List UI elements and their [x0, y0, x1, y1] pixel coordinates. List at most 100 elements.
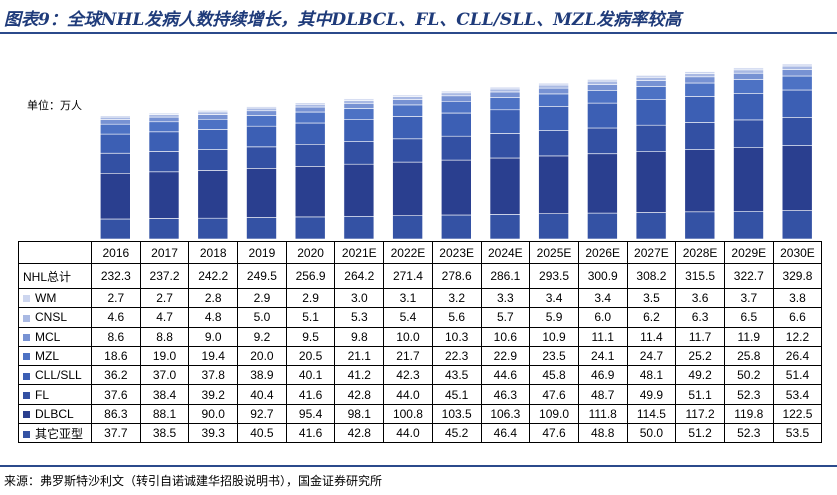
bar-segment-MCL-2027E — [635, 80, 667, 87]
legend-swatch — [23, 431, 30, 439]
data-label: 38.9 — [237, 365, 287, 386]
bar-segment-FL-2022E — [392, 138, 423, 163]
bar-segment-WM-2022E — [392, 94, 423, 97]
tick-label: 2027E — [626, 241, 677, 264]
bar-segment-WM-2019 — [246, 106, 277, 109]
bar-segment-MZL-2019 — [246, 115, 277, 127]
data-label: 11.4 — [626, 326, 677, 347]
data-label: 37.8 — [188, 365, 239, 386]
data-label: 11.1 — [577, 326, 628, 347]
data-label: 6.0 — [577, 307, 628, 328]
bar-segment-其它亚型-2020 — [294, 216, 326, 240]
data-label: 38.4 — [139, 384, 190, 405]
bar-segment-其它亚型-2027E — [635, 212, 667, 240]
data-label: 48.7 — [577, 384, 628, 405]
bar-segment-DLBCL-2024E — [489, 157, 521, 215]
data-label: 6.2 — [626, 307, 677, 328]
data-label: 90.0 — [188, 403, 239, 425]
data-label: 18.6 — [91, 345, 141, 367]
data-label: 51.1 — [675, 384, 725, 405]
bar-segment-WM-2016 — [100, 115, 131, 118]
bar-segment-DLBCL-2019 — [246, 168, 277, 218]
bar-segment-DLBCL-2016 — [100, 172, 131, 220]
bar-segment-FL-2018 — [197, 149, 229, 171]
data-label: 9.5 — [285, 326, 336, 347]
data-label: 37.6 — [91, 384, 141, 405]
bar-segment-CLL/SLL-2025E — [538, 106, 569, 131]
bar-segment-其它亚型-2022E — [392, 215, 423, 240]
bar-segment-MCL-2016 — [100, 119, 131, 125]
data-label: 10.3 — [431, 326, 482, 347]
data-label: 109.0 — [529, 403, 579, 425]
bar-segment-FL-2028E — [684, 122, 716, 150]
bar-segment-MCL-2017 — [148, 116, 180, 123]
bar-segment-DLBCL-2021E — [343, 163, 375, 217]
data-label: 111.8 — [577, 403, 628, 425]
bar-segment-其它亚型-2021E — [343, 216, 375, 240]
data-label: 6.3 — [675, 307, 725, 328]
row-label-text: MZL — [35, 349, 59, 364]
bar-segment-MZL-2018 — [197, 118, 229, 130]
bar-segment-WM-2029E — [733, 67, 764, 71]
tick-label: 2020 — [285, 241, 336, 264]
data-label: 50.0 — [626, 423, 677, 444]
series-row-其它亚型: 其它亚型 37.7 38.5 39.3 40.5 41.6 42.8 44.0 45.2 46.4… — [18, 423, 823, 444]
bar-segment-CNSL-2016 — [100, 116, 131, 120]
bar-segment-其它亚型-2017 — [148, 218, 180, 240]
data-label: 53.5 — [772, 423, 823, 444]
row-label: MZL — [18, 345, 92, 367]
total-value: 329.8 — [772, 263, 823, 289]
bar-segment-MZL-2026E — [587, 90, 618, 104]
bar-segment-FL-2020 — [294, 143, 326, 167]
data-label: 11.7 — [675, 326, 725, 347]
bar-segment-CLL/SLL-2026E — [587, 102, 618, 129]
data-label: 51.4 — [772, 365, 823, 386]
data-label: 44.6 — [480, 365, 531, 386]
bar-stack-2023E — [440, 90, 472, 240]
bar-segment-MCL-2022E — [392, 99, 423, 106]
data-label: 44.0 — [383, 423, 433, 444]
bar-segment-DLBCL-2023E — [440, 159, 472, 216]
data-label: 3.8 — [772, 287, 823, 309]
data-label: 5.4 — [383, 307, 433, 328]
legend-swatch — [23, 372, 30, 380]
bar-stack-2017 — [148, 112, 180, 240]
bar-segment-CNSL-2023E — [440, 92, 472, 97]
data-label: 39.2 — [188, 384, 239, 405]
bar-segment-MCL-2029E — [733, 73, 764, 80]
bar-stack-2026E — [587, 79, 618, 240]
data-label: 46.9 — [577, 365, 628, 386]
data-label: 3.6 — [675, 287, 725, 309]
bar-segment-WM-2028E — [684, 71, 716, 74]
bar-segment-CNSL-2027E — [635, 77, 667, 81]
bar-segment-CNSL-2026E — [587, 80, 618, 85]
legend-swatch — [23, 411, 30, 419]
data-label: 117.2 — [675, 403, 725, 425]
tick-label: 2018 — [188, 241, 239, 264]
bar-segment-CNSL-2029E — [733, 69, 764, 74]
bar-segment-其它亚型-2026E — [587, 212, 618, 240]
bar-segment-DLBCL-2018 — [197, 170, 229, 219]
bar-segment-CNSL-2019 — [246, 107, 277, 112]
bar-segment-FL-2017 — [148, 151, 180, 173]
bar-stack-2018 — [197, 110, 229, 240]
bar-segment-MZL-2020 — [294, 111, 326, 124]
data-label: 48.8 — [577, 423, 628, 444]
row-label: DLBCL — [18, 403, 92, 425]
tick-label: 2030E — [772, 241, 823, 264]
data-label: 98.1 — [334, 403, 385, 425]
data-label: 40.5 — [237, 423, 287, 444]
data-label: 41.2 — [334, 365, 385, 386]
row-label: CNSL — [18, 307, 92, 328]
data-label: 45.1 — [431, 384, 482, 405]
data-label: 3.2 — [431, 287, 482, 309]
bar-segment-CLL/SLL-2021E — [343, 119, 375, 142]
data-label: 3.3 — [480, 287, 531, 309]
bar-segment-WM-2020 — [294, 102, 326, 105]
data-label: 46.4 — [480, 423, 531, 444]
series-row-FL: FL 37.6 38.4 39.2 40.4 41.6 42.8 44.0 45.1 46.3 47… — [18, 384, 823, 405]
data-label: 8.6 — [91, 326, 141, 347]
bar-segment-CNSL-2017 — [148, 114, 180, 118]
data-label: 36.2 — [91, 365, 141, 386]
bar-segment-MZL-2017 — [148, 121, 180, 133]
